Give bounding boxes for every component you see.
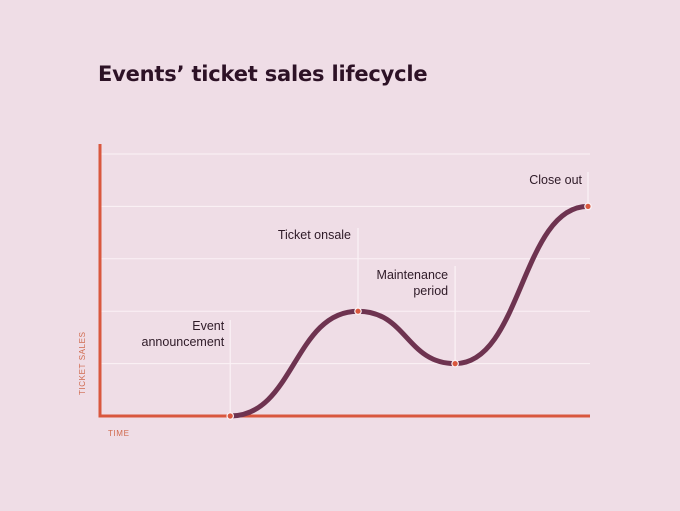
annotation-label: Maintenance period [377, 268, 449, 298]
data-point [226, 412, 235, 420]
data-points [226, 202, 592, 420]
series-line [227, 203, 591, 419]
annotation-line: Close out [529, 173, 582, 187]
axes [98, 144, 590, 418]
annotation-line: Maintenance [377, 268, 449, 282]
x-axis-label: TIME [108, 429, 130, 438]
annotation-label: Close out [529, 173, 582, 187]
annotation-label: Event announcement [142, 319, 225, 349]
annotation-line: Event [192, 319, 224, 333]
annotation-label: Ticket onsale [278, 228, 351, 242]
annotation-line: Ticket onsale [278, 228, 351, 242]
annotation-line: announcement [142, 335, 225, 349]
annotation-leaders [229, 172, 589, 416]
data-point [584, 202, 592, 211]
annotation-line: period [413, 284, 448, 298]
annotations: Event announcement Ticket onsale Maintenanc… [142, 173, 583, 349]
chart-title: Events’ ticket sales lifecycle [98, 62, 428, 86]
data-point [354, 307, 362, 316]
y-axis-label: TICKET SALES [78, 331, 87, 395]
grid-lines [100, 153, 590, 365]
data-point [451, 359, 459, 368]
